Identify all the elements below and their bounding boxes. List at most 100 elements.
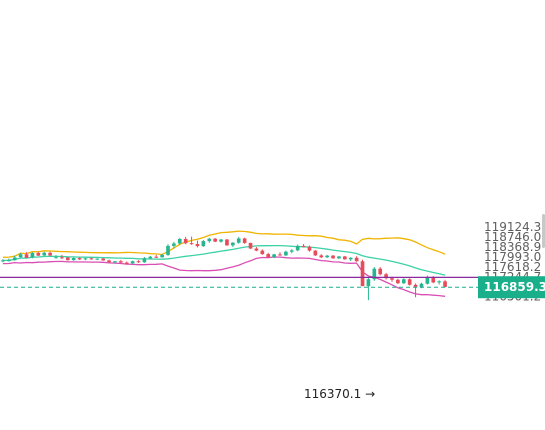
candle xyxy=(24,252,29,259)
candle xyxy=(113,260,117,264)
y-tick-label: 118746.0 xyxy=(484,230,541,244)
candle-body xyxy=(254,248,259,251)
candle xyxy=(54,255,58,259)
candle xyxy=(77,257,82,260)
candle xyxy=(272,253,276,259)
candle xyxy=(284,250,288,256)
candle xyxy=(201,240,206,247)
candle xyxy=(172,241,176,249)
candle-body xyxy=(160,254,164,258)
candle-body xyxy=(384,274,388,279)
candle xyxy=(407,278,412,286)
candle-body xyxy=(101,258,105,261)
candle-body xyxy=(231,242,235,246)
candle-body xyxy=(307,246,312,251)
candle-body xyxy=(325,255,329,258)
candle-body xyxy=(331,255,335,259)
candle-body xyxy=(83,258,88,260)
candle xyxy=(12,255,17,261)
candle-body xyxy=(12,257,17,261)
candle-body xyxy=(284,251,288,256)
candle-body xyxy=(201,241,206,247)
candle-body xyxy=(260,250,265,255)
candle xyxy=(95,258,100,261)
candle-body xyxy=(148,256,153,259)
last-price-label: 116859.3 xyxy=(478,276,545,299)
candle-body xyxy=(431,277,436,283)
candle-body xyxy=(189,243,194,245)
candle xyxy=(307,245,312,252)
candle xyxy=(348,257,353,261)
candle-body xyxy=(437,281,441,283)
candle xyxy=(89,257,94,260)
candle-body xyxy=(130,261,135,264)
candle xyxy=(254,246,259,252)
candle xyxy=(124,261,129,265)
candle xyxy=(148,255,153,260)
candle xyxy=(337,255,341,260)
candle xyxy=(36,251,41,256)
candle xyxy=(360,259,365,287)
candle xyxy=(378,267,383,276)
candle-body xyxy=(413,284,418,287)
price-levels xyxy=(0,276,478,288)
candle xyxy=(1,259,5,263)
candle-body xyxy=(119,261,123,263)
candles xyxy=(1,236,447,301)
candle xyxy=(154,254,159,259)
candle-body xyxy=(71,258,76,261)
candle-body xyxy=(166,245,170,255)
candle-body xyxy=(89,258,94,260)
candle xyxy=(48,251,52,257)
candle-body xyxy=(366,279,371,287)
candle xyxy=(130,260,135,264)
y-tick-label: 119124.3 xyxy=(484,220,541,234)
candle xyxy=(142,256,147,263)
candle xyxy=(18,253,23,258)
candle-body xyxy=(372,268,377,280)
candle xyxy=(354,256,359,262)
candle-body xyxy=(136,261,141,263)
candle-body xyxy=(242,238,247,243)
candle-body xyxy=(378,268,383,275)
y-tick-label: 118368.9 xyxy=(484,240,541,254)
scrollbar[interactable] xyxy=(542,214,545,248)
candle-body xyxy=(401,279,406,284)
candle xyxy=(301,244,306,248)
candle xyxy=(331,254,335,259)
candle xyxy=(60,254,64,260)
upper-band-line xyxy=(2,230,446,258)
lower-band-line xyxy=(2,256,446,297)
candle-body xyxy=(30,253,35,258)
candle xyxy=(242,237,247,244)
candle-body xyxy=(390,278,394,280)
y-tick-label: 117993.0 xyxy=(484,250,541,264)
candle-body xyxy=(65,257,70,261)
candle-body xyxy=(177,238,182,244)
candle-body xyxy=(95,258,100,260)
candle xyxy=(189,236,194,245)
candle-body xyxy=(60,257,64,259)
candle xyxy=(71,257,76,261)
candle xyxy=(136,260,141,263)
candle xyxy=(248,242,253,250)
candle-body xyxy=(319,255,324,258)
candle xyxy=(83,258,88,261)
candle-body xyxy=(195,244,200,247)
candle-body xyxy=(272,254,276,258)
candle xyxy=(319,254,324,259)
candle-body xyxy=(18,254,23,258)
candle-body xyxy=(225,239,229,246)
candle-body xyxy=(295,245,300,251)
candle-body xyxy=(348,257,353,260)
candle-body xyxy=(360,261,365,287)
candle xyxy=(177,237,182,245)
candle-body xyxy=(36,253,41,256)
candle-body xyxy=(142,258,147,263)
candle xyxy=(372,267,377,281)
candle-body xyxy=(266,254,271,258)
candle xyxy=(236,236,241,244)
candle-body xyxy=(77,258,82,260)
candle xyxy=(278,252,282,256)
candle xyxy=(195,240,200,248)
